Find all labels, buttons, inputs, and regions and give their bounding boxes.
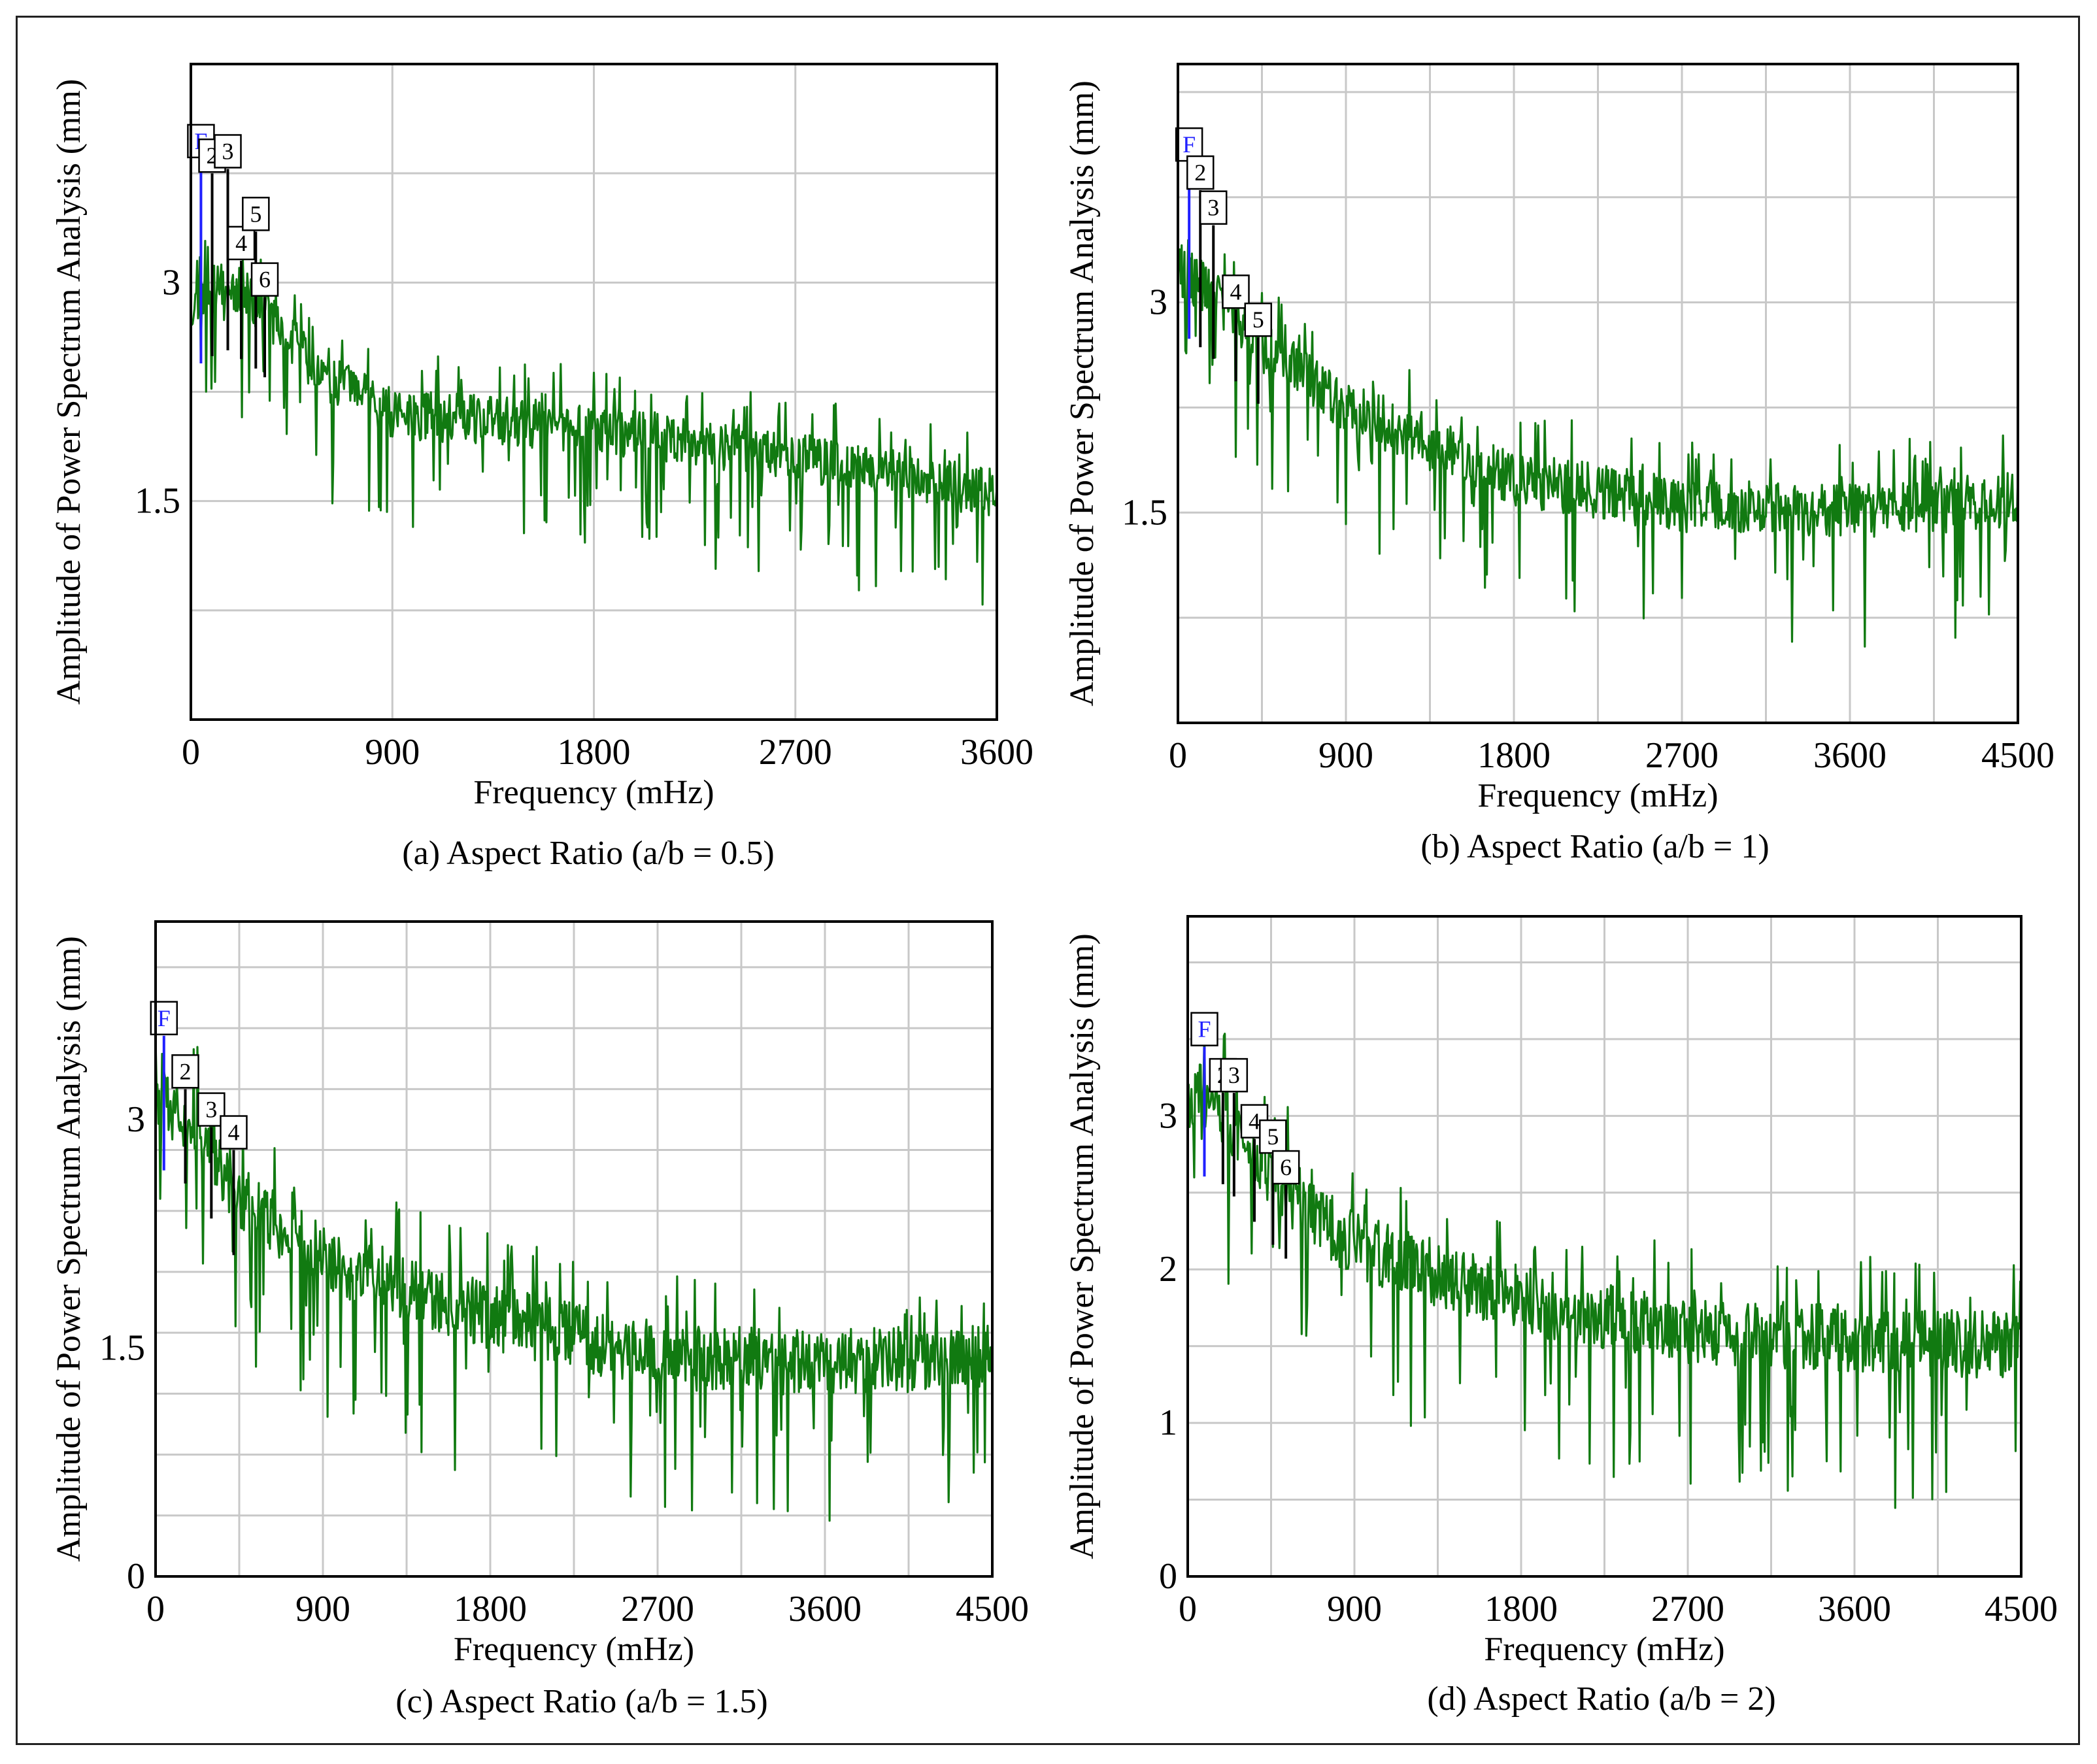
peak-label: 2 [180,1058,192,1084]
spectrum-series [154,1039,994,1522]
plot-border [1177,63,2019,724]
x-tick-label: 4500 [1981,735,2055,776]
peak-box [1190,1012,1218,1046]
y-tick-label: 0 [127,1556,145,1597]
x-axis-label: Frequency (mHz) [1477,777,1718,814]
peak-box [214,134,242,169]
x-tick-label: 2700 [621,1589,694,1629]
y-tick-label: 1.5 [1122,492,1167,533]
peak-box [1259,1119,1287,1154]
caption-b: (b) Aspect Ratio (a/b = 1) [1420,828,1770,865]
y-tick-label: 1.5 [135,481,180,522]
peak-label: 4 [1249,1108,1260,1135]
peak-label: F [1183,131,1196,158]
y-tick-label: 2 [1159,1249,1177,1290]
peak-label: 5 [1267,1123,1279,1150]
y-axis-label: Amplitude of Power Spectrum Analysis (mm… [1064,80,1101,707]
peak-label: F [158,1005,171,1031]
x-tick-label: 2700 [1651,1589,1724,1629]
x-tick-label: 3600 [1813,735,1887,776]
caption-c: (c) Aspect Ratio (a/b = 1.5) [395,1683,768,1720]
peak-markers: F23456 [187,124,279,378]
plot-border [1186,915,2022,1578]
peak-box [1244,302,1273,337]
peak-label: 4 [235,230,247,256]
x-tick-label: 0 [182,732,200,773]
peak-label: 3 [205,1097,217,1123]
spectrum-series [1186,1027,2022,1509]
peak-markers: F23 45 [1175,127,1273,404]
peak-box [1199,190,1228,225]
x-tick-label: 1800 [1477,735,1551,776]
x-tick-label: 3600 [788,1589,862,1629]
y-tick-label: 3 [1159,1095,1177,1136]
peak-markers: F 234 [150,1001,248,1256]
plot-border [154,920,994,1578]
peak-label: 5 [250,201,261,227]
peak-label: 6 [259,267,271,293]
chart-panel-d: F23456 0 900 1800 2700 3600 4500 0 1 2 3 Frequency … [1064,915,2058,1668]
y-axis-label: Amplitude of Power Spectrum Analysis (mm… [50,936,88,1562]
spectrum-series [1177,239,2019,648]
grid [1177,64,2019,723]
peak-box [171,1054,199,1089]
peak-box [242,197,270,231]
peak-box [220,1115,248,1150]
x-tick-label: 1800 [1485,1589,1558,1629]
x-tick-label: 0 [146,1589,165,1629]
peak-box [1271,1150,1300,1185]
x-tick-label: 0 [1179,1589,1197,1629]
x-tick-label: 900 [1327,1589,1382,1629]
peak-label: 2 [1194,159,1206,186]
peak-label: 3 [222,138,234,164]
peak-markers: F23456 [1190,1012,1300,1259]
x-tick-label: 4500 [956,1589,1029,1629]
peak-box [1220,1057,1249,1093]
peak-box [1186,155,1215,190]
x-axis-label: Frequency (mHz) [473,774,714,811]
peak-label: 4 [1230,278,1242,305]
y-tick-label: 3 [1149,282,1167,323]
plot-border [190,63,998,721]
peak-label: 5 [1252,307,1264,333]
x-axis-label: Frequency (mHz) [1484,1631,1724,1668]
peak-box [250,262,279,297]
x-tick-label: 1800 [558,732,631,773]
y-tick-label: 3 [127,1099,145,1140]
peak-label: 3 [1228,1062,1240,1088]
x-tick-label: 4500 [1985,1589,2058,1629]
x-tick-label: 900 [295,1589,350,1629]
caption-d: (d) Aspect Ratio (a/b = 2) [1427,1680,1776,1718]
x-tick-label: 3600 [960,732,1033,773]
peak-label: 3 [1207,195,1219,221]
y-axis-label: Amplitude of Power Spectrum Analysis (mm… [50,79,88,705]
spectrum-series [190,240,998,606]
figure-frame [16,16,2080,1745]
peak-label: 6 [1280,1154,1292,1180]
x-axis-label: Frequency (mHz) [454,1631,694,1668]
peak-label: F [1198,1016,1211,1042]
y-tick-label: 1.5 [99,1327,145,1368]
y-tick-label: 1 [1159,1403,1177,1443]
y-tick-label: 3 [162,262,180,303]
y-tick-label: 0 [1159,1556,1177,1597]
peak-box [197,1092,226,1127]
x-tick-label: 0 [1169,735,1187,776]
x-tick-label: 2700 [1645,735,1719,776]
caption-a: (a) Aspect Ratio (a/b = 0.5) [402,835,775,872]
y-axis-label: Amplitude of Power Spectrum Analysis (mm… [1064,933,1101,1559]
peak-box [227,225,256,261]
x-tick-label: 900 [365,732,420,773]
x-tick-label: 1800 [454,1589,527,1629]
x-tick-label: 900 [1318,735,1373,776]
x-tick-label: 3600 [1818,1589,1891,1629]
peak-label: 4 [227,1120,239,1146]
x-tick-label: 2700 [759,732,832,773]
